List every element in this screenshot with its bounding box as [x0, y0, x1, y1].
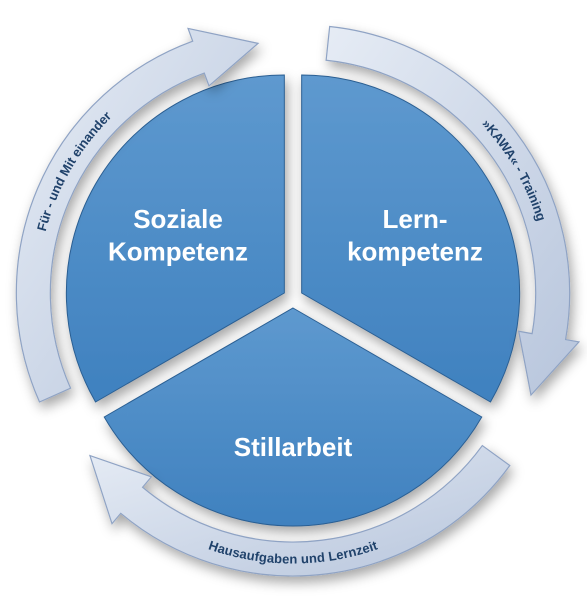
- segment-label-bottom: Stillarbeit: [234, 432, 353, 462]
- cycle-diagram: SozialeKompetenzLern-kompetenzStillarbei…: [0, 0, 587, 600]
